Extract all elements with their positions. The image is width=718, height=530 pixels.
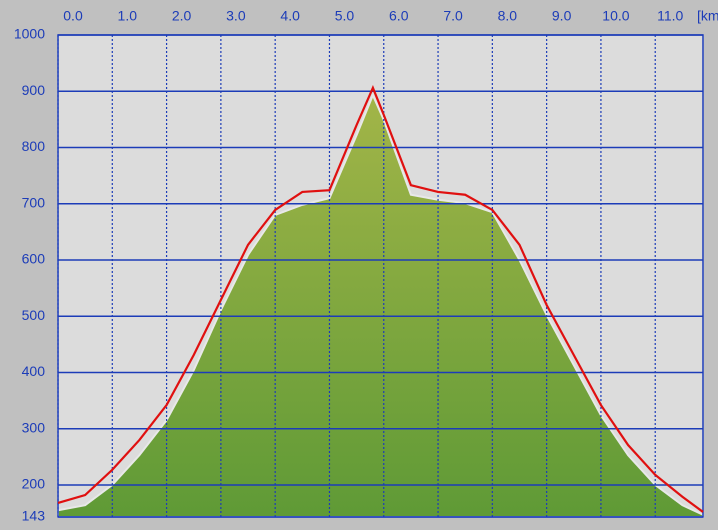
x-tick-label: 6.0 <box>389 8 409 24</box>
x-tick-label: 7.0 <box>443 8 463 24</box>
y-tick-label: 500 <box>22 307 46 323</box>
x-tick-label: 4.0 <box>280 8 300 24</box>
y-tick-label: 600 <box>22 251 46 267</box>
x-tick-label: 5.0 <box>335 8 355 24</box>
y-tick-label: 143 <box>22 508 46 524</box>
y-tick-label: 900 <box>22 82 46 98</box>
y-tick-label: 300 <box>22 419 46 435</box>
y-tick-label: 700 <box>22 194 46 210</box>
x-tick-label: 10.0 <box>602 8 629 24</box>
x-tick-label: 9.0 <box>552 8 572 24</box>
elevation-line <box>57 85 704 513</box>
x-tick-label: 11.0 <box>657 8 683 24</box>
x-tick-label: 2.0 <box>172 8 192 24</box>
x-tick-label: 3.0 <box>226 8 246 24</box>
x-tick-label: 1.0 <box>118 8 138 24</box>
y-tick-label: 800 <box>22 138 46 154</box>
x-axis-label: [km] <box>697 8 718 24</box>
y-tick-label: 1000 <box>14 26 45 42</box>
y-tick-label: 200 <box>22 476 46 492</box>
plot-border <box>57 34 704 518</box>
x-tick-label: 8.0 <box>498 8 518 24</box>
x-tick-label: 0.0 <box>63 8 83 24</box>
y-tick-label: 400 <box>22 363 46 379</box>
